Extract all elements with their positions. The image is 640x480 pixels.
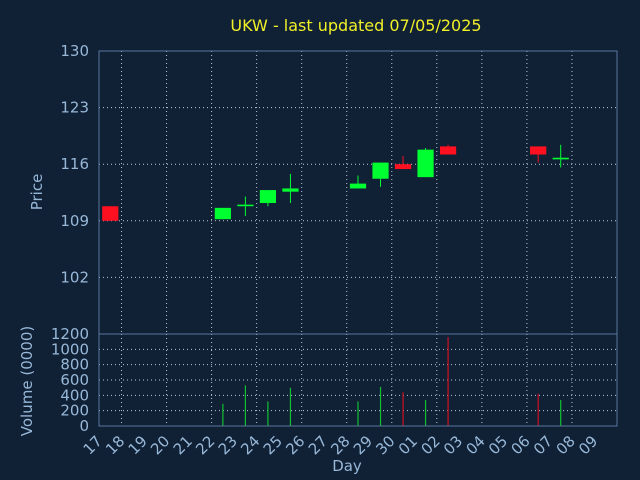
- candle: [372, 162, 389, 187]
- candle: [417, 148, 434, 178]
- x-axis-label: Day: [332, 457, 362, 475]
- volume-y-tick: 800: [60, 356, 89, 374]
- volume-bar: [357, 401, 359, 426]
- candle: [394, 156, 412, 170]
- volume-y-tick: 400: [60, 386, 89, 404]
- candle-body: [530, 146, 547, 155]
- x-tick: 09: [575, 432, 601, 458]
- volume-y-tick: 0: [79, 417, 89, 435]
- volume-bar: [289, 387, 292, 426]
- candle-body: [282, 188, 299, 192]
- price-y-tick: 102: [60, 268, 89, 286]
- candle-body: [394, 164, 412, 170]
- candle-body: [259, 190, 277, 204]
- candle-body: [439, 146, 457, 155]
- candle: [552, 144, 569, 168]
- volume-bars: [222, 337, 562, 426]
- volume-y-tick: 200: [60, 402, 89, 420]
- price-y-tick: 109: [60, 212, 89, 230]
- volume-plot-frame: [98, 333, 618, 427]
- x-tick-labels: 1718192021222324252627282930010203040506…: [80, 432, 602, 458]
- price-y-tick: 116: [60, 155, 89, 173]
- price-plot-frame: [98, 50, 618, 335]
- volume-y-tick: 600: [60, 371, 89, 389]
- candle-body: [552, 157, 569, 160]
- candle-body: [417, 149, 434, 178]
- chart-title: UKW - last updated 07/05/2025: [230, 16, 481, 35]
- candle: [282, 173, 299, 204]
- volume-axis-label: Volume (0000): [18, 326, 36, 436]
- price-grid: [99, 50, 617, 334]
- candle-body: [102, 206, 119, 221]
- volume-y-tick: 1200: [51, 325, 89, 343]
- volume-bar: [267, 401, 269, 426]
- candle: [237, 196, 254, 216]
- candle: [259, 190, 277, 207]
- candle-body: [372, 162, 389, 179]
- volume-bar: [379, 386, 382, 426]
- volume-bar: [537, 393, 539, 426]
- price-y-tick-labels: 102 109 116 123 130: [60, 42, 89, 286]
- candle: [349, 175, 367, 189]
- volume-bar: [402, 392, 404, 426]
- volume-bar: [560, 399, 562, 426]
- price-y-tick: 123: [60, 99, 89, 117]
- candle: [102, 206, 119, 221]
- price-y-tick: 130: [60, 42, 89, 60]
- candle-body: [237, 204, 254, 207]
- volume-bar: [424, 399, 427, 426]
- price-candles: [102, 144, 569, 221]
- volume-y-tick: 1000: [51, 340, 89, 358]
- candle: [530, 146, 547, 163]
- candle: [214, 207, 231, 220]
- candle: [439, 144, 457, 155]
- candle-body: [349, 183, 367, 189]
- candle-body: [214, 207, 231, 220]
- volume-bar: [244, 385, 246, 426]
- volume-bar: [222, 403, 224, 426]
- price-axis-label: Price: [28, 174, 46, 211]
- volume-bar: [447, 337, 449, 426]
- volume-grid: [99, 333, 617, 427]
